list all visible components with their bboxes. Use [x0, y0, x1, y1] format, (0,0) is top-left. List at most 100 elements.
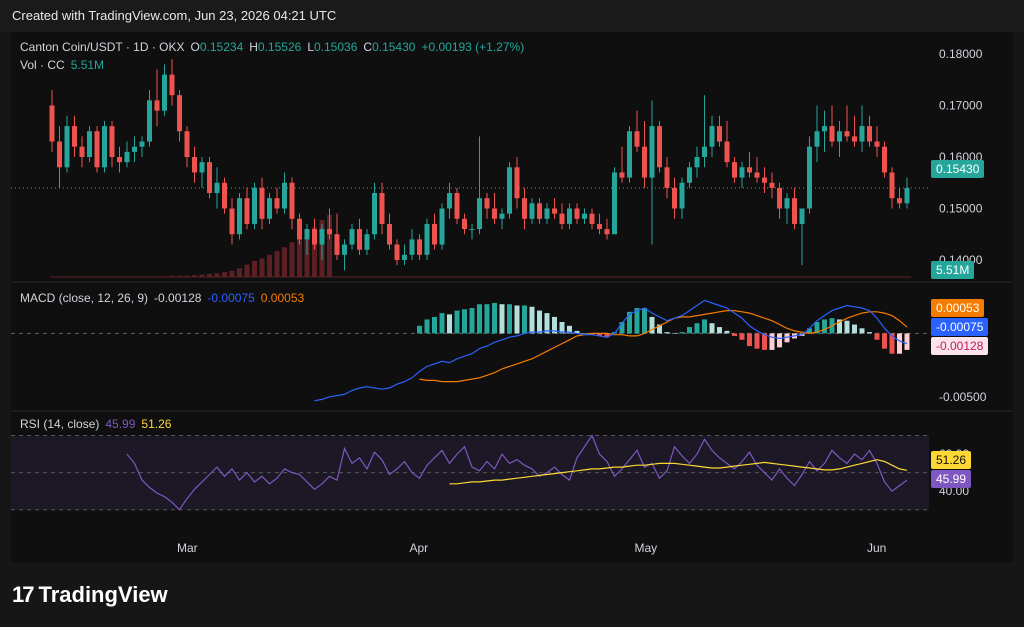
volume-legend: Vol · CC 5.51M	[20, 58, 110, 72]
macd-line-tag: -0.00075	[931, 318, 989, 336]
macd-histogram-bar	[544, 313, 550, 334]
candle-body	[597, 223, 602, 230]
candle-body	[492, 208, 497, 219]
volume-bar	[192, 275, 197, 277]
candle-body	[807, 146, 812, 209]
macd-histogram-bar	[559, 321, 565, 334]
candle-body	[372, 193, 377, 235]
macd-histogram-bar	[469, 308, 475, 334]
volume-bar	[274, 250, 280, 277]
macd-histogram-bar	[522, 305, 527, 334]
candle-body	[754, 172, 760, 178]
low-value: 0.15036	[314, 40, 358, 54]
volume-bar	[327, 215, 332, 277]
macd-histogram-bar	[462, 309, 467, 334]
candle-body	[829, 126, 835, 142]
macd-histogram-bar	[724, 330, 730, 334]
candle-body	[334, 234, 340, 255]
macd-histogram-bar	[814, 321, 820, 334]
volume-value: 5.51M	[70, 58, 105, 72]
macd-histogram-bar	[574, 330, 580, 334]
candle-body	[274, 198, 280, 209]
macd-histogram-bar	[784, 333, 790, 343]
macd-histogram-bar	[649, 316, 655, 334]
candle-body	[777, 187, 782, 209]
candle-body	[222, 182, 227, 209]
candle-body	[387, 223, 392, 245]
high-value: 0.15526	[257, 40, 302, 54]
brand: 17 TradingView	[12, 582, 168, 608]
candle-body	[424, 223, 430, 255]
candle-body	[792, 198, 797, 224]
macd-histogram-bar	[687, 327, 692, 334]
candle-body	[604, 229, 610, 235]
chart-area[interactable]: 0.18000 0.17000 0.16000 0.15000 0.14000 -0.00…	[11, 32, 1013, 562]
candle-body	[237, 198, 242, 235]
macd-histogram-bar	[664, 332, 670, 334]
candle-body	[477, 198, 482, 230]
volume-bar	[259, 258, 265, 277]
candle-body	[154, 100, 160, 111]
macd-histogram-bar	[747, 333, 752, 347]
candle-body	[687, 167, 692, 183]
macd-line-value: -0.00075	[207, 291, 255, 305]
macd-histogram-bar	[867, 332, 872, 334]
volume-bar	[222, 272, 227, 277]
candle-body	[169, 74, 175, 96]
macd-histogram-bar	[432, 316, 437, 334]
candle-body	[694, 157, 700, 168]
candle-body	[589, 213, 595, 224]
rsi-ma-value: 51.26	[141, 417, 172, 431]
candle-body	[394, 244, 400, 260]
x-axis-label: May	[635, 541, 658, 555]
macd-histogram-bar	[897, 333, 902, 354]
volume-bar	[297, 238, 302, 277]
candle-body	[709, 126, 715, 147]
candle-body	[379, 193, 385, 224]
volume-bar	[267, 254, 272, 277]
x-axis-label: Apr	[410, 541, 429, 555]
candle-body	[739, 167, 745, 178]
macd-histogram-bar	[424, 319, 430, 334]
chart-svg[interactable]: 0.180000.170000.160000.150000.14000-0.00…	[11, 32, 1013, 562]
candle-body	[544, 208, 550, 219]
rsi-line	[126, 434, 908, 511]
macd-hist-value: -0.00128	[154, 291, 202, 305]
candle-body	[867, 126, 872, 142]
candle-body	[132, 146, 137, 152]
volume-bar	[304, 233, 310, 277]
macd-histogram-bar	[484, 304, 490, 334]
macd-histogram-bar	[492, 302, 497, 334]
candle-body	[469, 229, 475, 231]
candle-body	[64, 126, 70, 168]
macd-histogram-bar	[507, 304, 512, 334]
macd-histogram-bar	[582, 333, 587, 334]
macd-histogram-bar	[762, 333, 767, 350]
macd-histogram-bar	[777, 333, 782, 348]
candle-body	[822, 126, 827, 132]
candle-body	[882, 146, 887, 173]
rsi-value: 45.99	[105, 417, 136, 431]
candle-body	[462, 218, 467, 230]
price-legend: Canton Coin/USDT · 1D · OKX O0.15234 H0.15…	[20, 40, 530, 54]
candle-body	[627, 131, 632, 178]
macd-histogram-bar	[732, 333, 737, 336]
rsi-legend: RSI (14, close) 45.99 51.26	[20, 417, 177, 431]
candle-body	[409, 239, 415, 255]
candle-body	[184, 131, 190, 157]
candle-body	[784, 198, 790, 209]
macd-histogram-bar	[874, 333, 880, 340]
macd-signal-tag: 0.00053	[931, 299, 985, 317]
symbol-label: Canton Coin/USDT · 1D · OKX	[20, 40, 185, 54]
candle-body	[417, 239, 422, 255]
candle-body	[312, 229, 317, 245]
candle-body	[139, 141, 145, 147]
macd-histogram-bar	[514, 305, 520, 334]
candle-body	[327, 229, 332, 235]
low-label: L	[307, 40, 314, 54]
candle-body	[514, 167, 520, 199]
candle-body	[57, 141, 62, 168]
macd-histogram-bar	[807, 328, 812, 334]
last-price-tag: 0.15430	[931, 160, 985, 178]
macd-histogram-bar	[567, 325, 572, 334]
